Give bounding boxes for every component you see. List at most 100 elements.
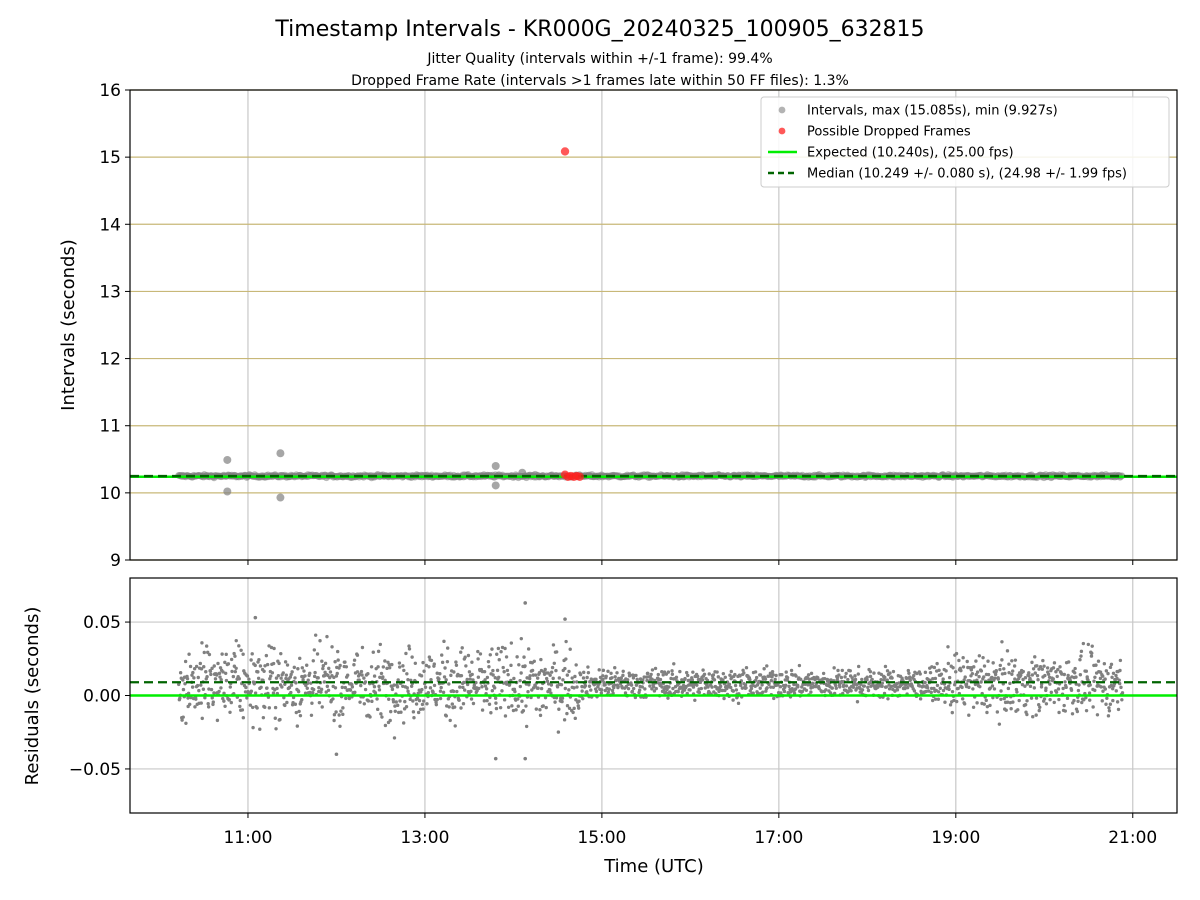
residual-point — [480, 685, 484, 689]
residual-point — [1038, 664, 1043, 669]
residual-point — [586, 670, 591, 675]
residual-point — [574, 663, 578, 667]
residual-point — [753, 670, 758, 674]
residual-point — [563, 666, 567, 671]
residual-point — [742, 671, 746, 675]
residual-point — [948, 703, 953, 707]
residual-point — [858, 686, 862, 691]
residual-point — [979, 669, 984, 673]
residual-point — [731, 689, 736, 693]
bottom-ytick-label-2: 0.05 — [83, 613, 121, 633]
residual-point — [1007, 662, 1011, 666]
residual-point — [296, 689, 301, 694]
residual-point — [1104, 669, 1109, 673]
x-tick-label-1900: 19:00 — [931, 828, 980, 848]
residual-point — [206, 705, 211, 709]
residual-point — [306, 678, 310, 682]
residual-point — [495, 668, 500, 673]
residual-point — [464, 664, 468, 668]
residual-point — [216, 661, 220, 666]
residual-point — [470, 660, 474, 664]
residual-point — [1063, 680, 1067, 684]
chart-subtitle-jitter: Jitter Quality (intervals within +/-1 fr… — [426, 51, 772, 67]
residual-point — [523, 664, 527, 668]
residual-point — [518, 684, 523, 689]
residual-notable-point — [493, 756, 498, 761]
residual-point — [466, 653, 471, 658]
residual-point — [425, 702, 429, 706]
residual-point — [794, 674, 798, 678]
residual-point — [284, 673, 289, 677]
residual-point — [993, 672, 998, 677]
residual-point — [396, 703, 400, 708]
residual-point — [853, 674, 857, 678]
residual-point — [290, 670, 294, 674]
residual-point — [207, 652, 212, 657]
residual-point — [601, 677, 605, 682]
residual-point — [422, 669, 426, 673]
residual-point — [631, 686, 636, 691]
residual-point — [796, 685, 800, 689]
residual-point — [599, 688, 604, 692]
residual-point — [557, 676, 562, 680]
residual-point — [683, 676, 687, 681]
residual-point — [423, 685, 428, 689]
residual-point — [207, 687, 211, 691]
residual-point — [323, 661, 328, 666]
residual-notable-point — [523, 756, 528, 761]
residual-point — [779, 691, 783, 695]
residual-point — [565, 711, 569, 716]
residual-point — [771, 672, 775, 677]
residual-point — [567, 706, 572, 710]
residual-point — [192, 676, 196, 680]
residual-point — [613, 675, 617, 679]
residual-point — [810, 681, 815, 686]
residual-point — [338, 724, 342, 728]
residual-point — [931, 677, 935, 681]
residual-point — [326, 688, 331, 692]
residual-point — [494, 701, 498, 705]
residual-point — [1066, 660, 1071, 664]
residual-point — [279, 651, 283, 656]
residual-point — [213, 677, 218, 681]
residual-point — [539, 686, 544, 691]
residual-point — [615, 671, 619, 675]
residual-point — [1078, 657, 1082, 662]
residual-point — [232, 651, 236, 656]
residual-point — [748, 677, 752, 682]
residual-point — [690, 678, 695, 682]
residual-point — [196, 675, 200, 680]
residual-point — [870, 677, 874, 682]
residual-point — [188, 702, 192, 706]
residual-point — [963, 675, 967, 679]
residual-point — [353, 690, 357, 695]
residual-point — [860, 688, 865, 692]
residual-point — [389, 709, 393, 714]
residual-point — [1115, 700, 1120, 704]
residual-point — [429, 658, 434, 663]
residual-point — [1025, 699, 1029, 703]
residual-point — [865, 675, 869, 679]
residual-point — [398, 699, 402, 703]
residual-point — [372, 674, 377, 678]
residual-point — [204, 644, 209, 648]
residual-point — [398, 665, 402, 669]
residual-point — [447, 682, 451, 686]
residual-point — [1091, 705, 1095, 709]
residual-point — [335, 671, 339, 676]
residual-point — [849, 689, 853, 693]
residual-point — [559, 683, 564, 687]
residual-point — [461, 701, 466, 706]
residual-point — [1119, 685, 1123, 690]
residual-point — [376, 649, 381, 654]
residual-point — [994, 669, 998, 673]
residual-point — [1086, 642, 1091, 647]
residual-point — [452, 705, 457, 709]
residual-point — [312, 674, 317, 679]
residual-point — [186, 691, 191, 696]
residual-point — [212, 691, 216, 695]
residual-point — [991, 661, 995, 665]
residual-point — [220, 652, 224, 656]
residual-point — [946, 684, 951, 688]
residual-point — [907, 671, 911, 675]
